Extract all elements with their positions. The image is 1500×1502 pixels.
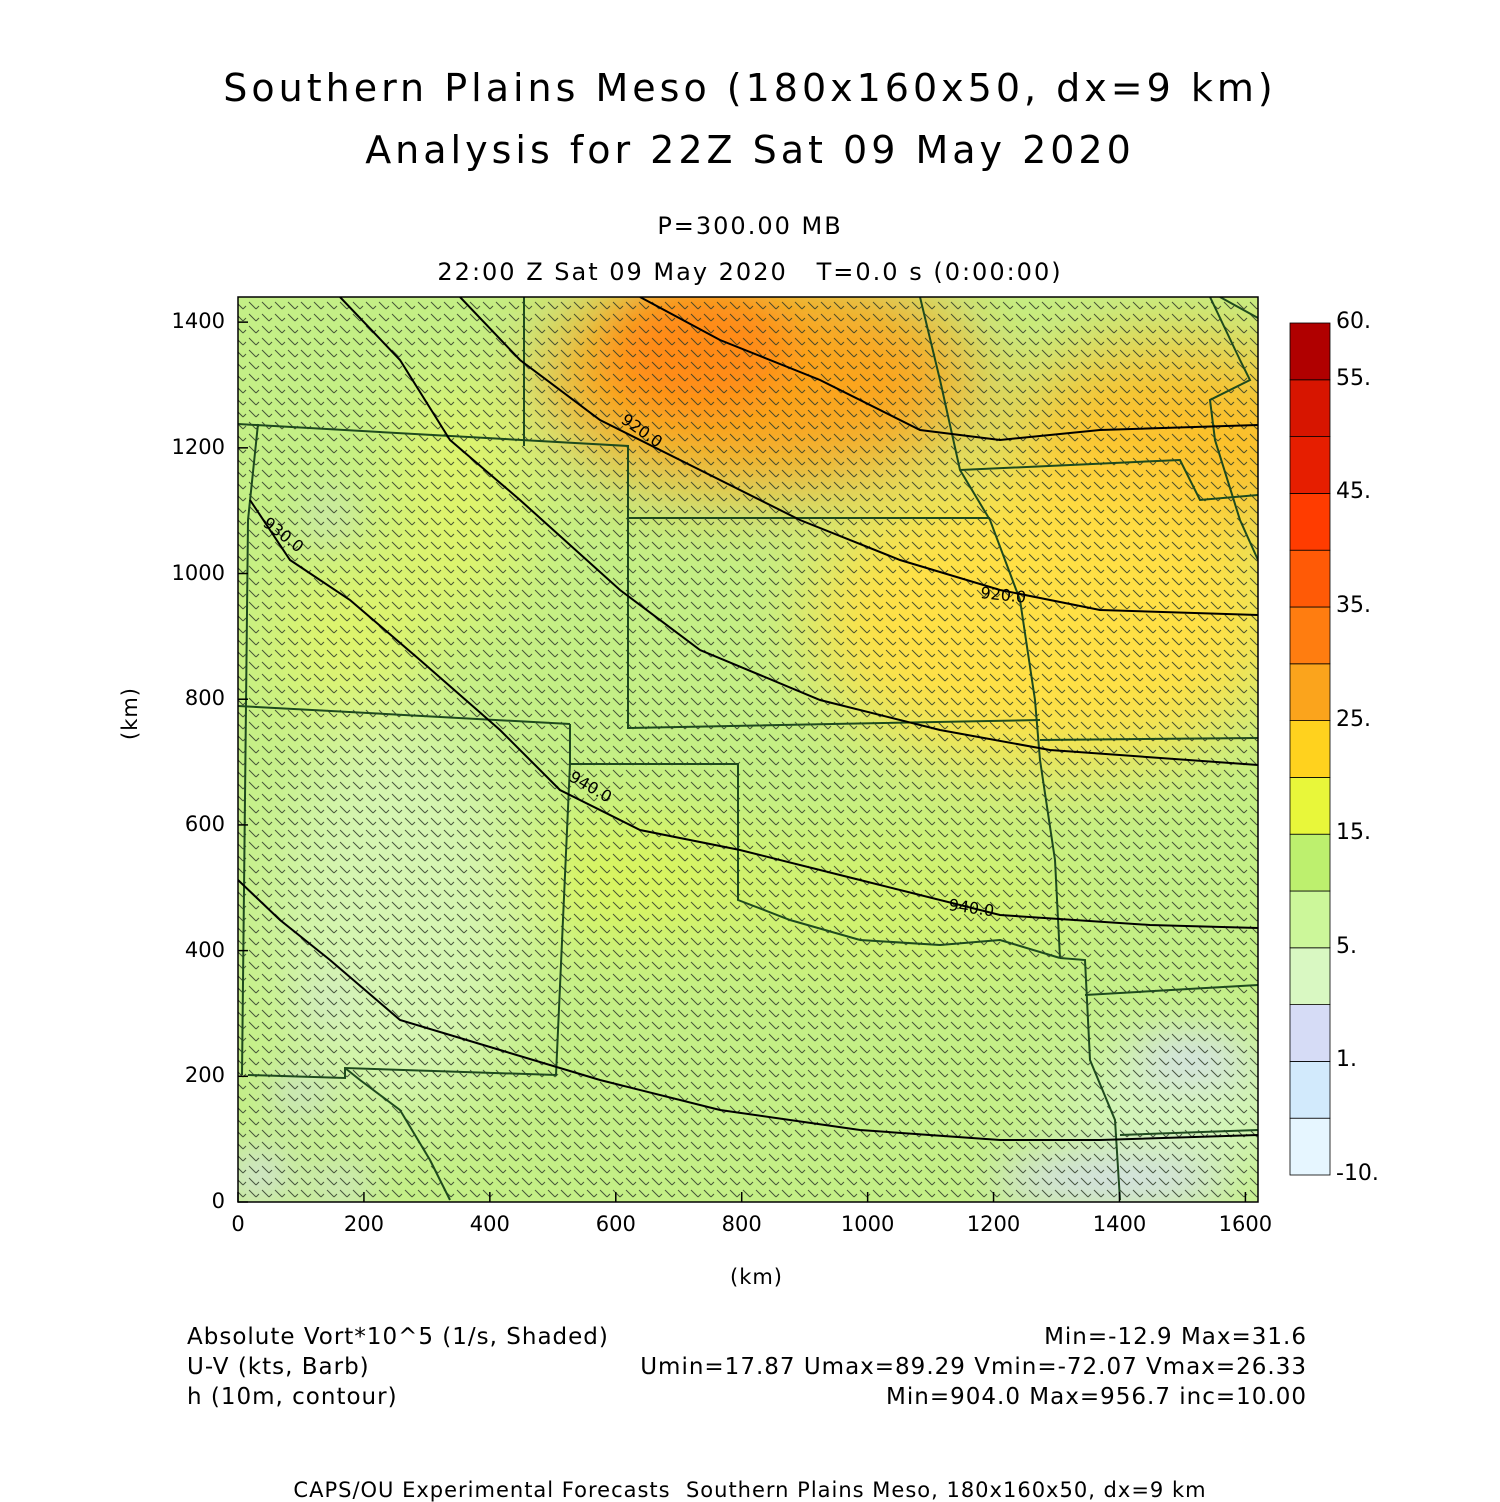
x-tick-label: 0 <box>231 1212 245 1236</box>
y-tick-label: 800 <box>184 686 225 711</box>
x-tick-label: 400 <box>469 1212 510 1236</box>
colorbar-label: 15. <box>1336 820 1371 846</box>
x-axis-label: (km) <box>730 1265 784 1289</box>
x-tick-label: 800 <box>721 1212 762 1236</box>
x-tick-label: 600 <box>595 1212 636 1236</box>
colorbar-segment <box>1289 663 1331 721</box>
contour-label: 920.0 <box>980 583 1028 607</box>
colorbar <box>1289 322 1331 1176</box>
stats-shaded: Min=-12.9 Max=31.6 <box>1044 1324 1307 1350</box>
colorbar-segment <box>1289 1004 1331 1062</box>
y-tick-label: 600 <box>184 811 225 836</box>
colorbar-segment <box>1289 1061 1331 1119</box>
pressure-level: P=300.00 MB <box>657 212 843 240</box>
stats-barbs: Umin=17.87 Umax=89.29 Vmin=-72.07 Vmax=2… <box>640 1354 1307 1380</box>
colorbar-segment <box>1289 549 1331 608</box>
colorbar-segment <box>1289 720 1331 778</box>
state-boundaries <box>238 297 1258 1201</box>
y-tick-label: 0 <box>211 1189 225 1213</box>
x-tick-label: 1200 <box>966 1212 1021 1236</box>
y-axis-label: (km) <box>118 686 142 740</box>
colorbar-label: 45. <box>1336 479 1371 505</box>
colorbar-segment <box>1289 606 1331 665</box>
plot-title-line1: Southern Plains Meso (180x160x50, dx=9 k… <box>223 66 1277 110</box>
x-tick-label: 1400 <box>1092 1212 1147 1236</box>
vorticity-field: 920.0 930.0 940.0 940.0 920.0 <box>238 297 1258 1202</box>
y-tick-label: 200 <box>184 1063 225 1088</box>
colorbar-segment <box>1289 777 1331 835</box>
colorbar-segment <box>1289 322 1331 381</box>
x-tick-label: 1600 <box>1218 1212 1273 1236</box>
colorbar-label: 55. <box>1336 365 1371 391</box>
colorbar-segment <box>1289 833 1331 892</box>
colorbar-label: 1. <box>1336 1047 1357 1073</box>
plot-title-line2: Analysis for 22Z Sat 09 May 2020 <box>365 128 1135 172</box>
colorbar-segment <box>1289 890 1331 949</box>
colorbar-label: 35. <box>1336 593 1371 618</box>
y-tick-label: 1000 <box>171 560 225 585</box>
colorbar-segment <box>1289 379 1331 437</box>
colorbar-segment <box>1289 436 1331 494</box>
height-contours <box>238 297 1258 1141</box>
colorbar-segment <box>1289 492 1331 551</box>
colorbar-label: -10. <box>1336 1161 1379 1186</box>
y-tick-label: 1200 <box>171 434 225 459</box>
footer-credit: CAPS/OU Experimental Forecasts Southern … <box>293 1478 1207 1502</box>
colorbar-segment <box>1289 947 1331 1005</box>
colorbar-label: 5. <box>1336 933 1357 959</box>
x-tick-label: 200 <box>343 1212 384 1236</box>
legend-barbs: U-V (kts, Barb) <box>187 1354 370 1380</box>
plot-frame <box>237 296 1259 1203</box>
y-tick-label: 400 <box>184 937 225 962</box>
x-tick-label: 1000 <box>840 1212 895 1236</box>
colorbar-label: 25. <box>1336 706 1371 732</box>
stats-contour: Min=904.0 Max=956.7 inc=10.00 <box>886 1384 1307 1410</box>
y-tick-label: 1400 <box>171 309 225 334</box>
colorbar-segment <box>1289 1117 1331 1176</box>
legend-contour: h (10m, contour) <box>187 1384 398 1410</box>
valid-time: 22:00 Z Sat 09 May 2020 T=0.0 s (0:00:00… <box>437 258 1063 286</box>
colorbar-label: 60. <box>1336 309 1371 334</box>
legend-shaded: Absolute Vort*10^5 (1/s, Shaded) <box>187 1324 609 1350</box>
